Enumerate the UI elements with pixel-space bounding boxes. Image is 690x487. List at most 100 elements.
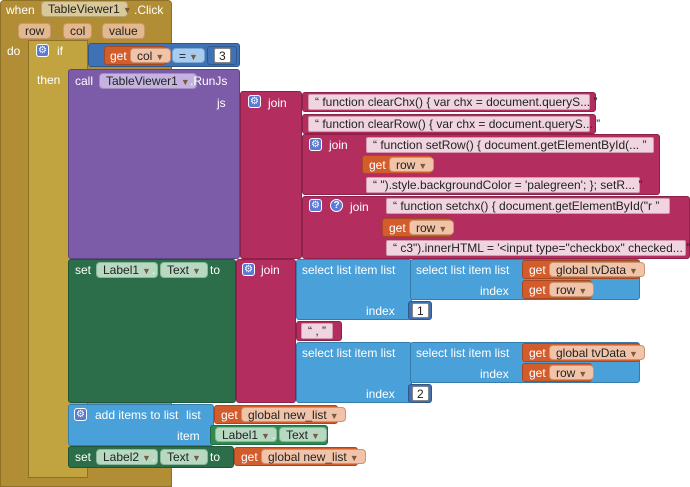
dropdown-arrow-icon: ▼: [329, 411, 339, 421]
get-label: get: [529, 346, 546, 360]
dropdown-arrow-icon: ▼: [122, 5, 132, 15]
var-name: row: [556, 283, 576, 297]
index-label: index: [366, 304, 395, 318]
component-name: Label1: [222, 428, 259, 442]
to-label: to: [210, 263, 221, 277]
global-var-dropdown[interactable]: global tvData ▼: [549, 345, 645, 360]
join-label: join: [268, 96, 287, 110]
var-name: row: [556, 366, 576, 380]
add-items-to-list-block[interactable]: [68, 404, 214, 446]
var-dropdown-row[interactable]: row ▼: [549, 282, 595, 297]
var-dropdown-col[interactable]: col ▼: [130, 48, 172, 63]
component-dropdown-tableviewer1[interactable]: TableViewer1 ▼: [41, 1, 132, 17]
join-block-js[interactable]: [240, 91, 302, 259]
get-label: get: [221, 408, 238, 422]
string-value: function setchx() { document.getElementB…: [400, 199, 653, 213]
join-gear-icon[interactable]: ⚙: [242, 263, 255, 276]
var-dropdown-row[interactable]: row ▼: [549, 365, 595, 380]
dropdown-arrow-icon: ▼: [155, 52, 165, 62]
select-list-item-label: select list item list: [302, 346, 396, 360]
get-label: get: [529, 263, 546, 277]
join-label: join: [350, 200, 369, 214]
string-setchx[interactable]: “ function setchx() { document.getElemen…: [386, 198, 670, 214]
index-label: index: [480, 367, 509, 381]
operator: =: [179, 49, 187, 63]
select-list-item-block-1[interactable]: [296, 259, 412, 320]
component-name: TableViewer1: [48, 2, 120, 16]
method-name: .RunJs: [190, 74, 228, 88]
string-clearchx[interactable]: “ function clearChx() { var chx = docume…: [308, 94, 597, 110]
param-row[interactable]: row: [18, 23, 52, 39]
dropdown-arrow-icon: ▼: [142, 266, 151, 276]
string-setrow[interactable]: “ function setRow() { document.getElemen…: [366, 137, 654, 153]
dropdown-arrow-icon: ▼: [189, 52, 198, 62]
property-name: Text: [167, 263, 190, 277]
dropdown-arrow-icon: ▼: [629, 349, 638, 359]
number-2[interactable]: 2: [412, 386, 429, 401]
global-var-dropdown[interactable]: global new_list ▼: [261, 449, 366, 464]
do-label: do: [7, 44, 21, 58]
set-property-dropdown[interactable]: Text ▼: [160, 262, 208, 278]
mutator-gear-icon[interactable]: ⚙: [74, 408, 87, 421]
js-socket-label: js: [217, 96, 226, 110]
join-gear-icon[interactable]: ⚙: [309, 199, 322, 212]
set-component-dropdown[interactable]: Label1 ▼: [96, 262, 158, 278]
param-col[interactable]: col: [63, 23, 93, 39]
getter-component-dropdown[interactable]: Label1 ▼: [215, 427, 277, 442]
string-clearrow[interactable]: “ function clearRow() { var chx = docume…: [308, 116, 600, 132]
var-dropdown-row[interactable]: row ▼: [409, 220, 455, 235]
add-items-label: add items to list: [95, 408, 179, 422]
getter-property-dropdown[interactable]: Text ▼: [279, 427, 327, 442]
join-block-label[interactable]: [236, 259, 296, 403]
join-gear-icon[interactable]: ⚙: [309, 138, 322, 151]
dropdown-arrow-icon: ▼: [180, 77, 190, 87]
string-separator[interactable]: “ , ”: [301, 323, 334, 339]
component-name: Label1: [103, 263, 140, 277]
component-name: TableViewer1: [106, 74, 178, 88]
string-setrow-style[interactable]: “ ").style.backgroundColor = 'palegreen'…: [366, 177, 642, 193]
set-label: set: [75, 450, 92, 464]
dropdown-arrow-icon: ▼: [578, 369, 588, 379]
select-list-item-label: select list item list: [416, 346, 510, 360]
set-label1-block[interactable]: [68, 259, 236, 403]
help-question-icon[interactable]: ?: [330, 199, 343, 212]
call-component-dropdown[interactable]: TableViewer1 ▼: [99, 73, 197, 89]
dropdown-arrow-icon: ▼: [438, 224, 448, 234]
item-socket-label: item: [177, 429, 200, 443]
join-gear-icon[interactable]: ⚙: [248, 95, 261, 108]
operator-dropdown[interactable]: = ▼: [172, 48, 205, 63]
component-name: Label2: [103, 450, 140, 464]
list-socket-label: list: [186, 408, 201, 422]
dropdown-arrow-icon: ▼: [349, 453, 359, 463]
global-var-dropdown[interactable]: global new_list ▼: [241, 407, 346, 422]
dot-separator: .: [272, 428, 276, 442]
number-1[interactable]: 1: [412, 303, 429, 318]
event-name: .Click: [134, 3, 164, 17]
var-name: global tvData: [556, 346, 627, 360]
var-dropdown-row[interactable]: row ▼: [389, 157, 435, 172]
var-name: global tvData: [556, 263, 627, 277]
number-3[interactable]: 3: [214, 48, 231, 63]
call-label: call: [75, 74, 94, 88]
string-value: function clearRow() { var chx = document…: [322, 117, 593, 131]
string-setchx-html[interactable]: “ c3").innerHTML = '<input type="checkbo…: [386, 240, 690, 256]
get-label: get: [529, 366, 546, 380]
global-var-dropdown[interactable]: global tvData ▼: [549, 262, 645, 277]
mutator-gear-icon[interactable]: ⚙: [36, 44, 49, 57]
when-label: when: [6, 3, 35, 17]
dropdown-arrow-icon: ▼: [418, 161, 428, 171]
string-value: ,: [315, 324, 319, 338]
string-value: function setRow() { document.getElementB…: [380, 138, 640, 152]
var-name: global new_list: [248, 408, 327, 422]
join-label: join: [329, 138, 348, 152]
set-label: set: [75, 263, 92, 277]
set-component-dropdown[interactable]: Label2 ▼: [96, 449, 158, 465]
string-value: function clearChx() { var chx = document…: [322, 95, 591, 109]
select-list-item-block-2[interactable]: [296, 342, 412, 403]
param-value[interactable]: value: [102, 23, 145, 39]
dropdown-arrow-icon: ▼: [261, 431, 270, 441]
set-property-dropdown[interactable]: Text ▼: [160, 449, 208, 465]
get-label: get: [529, 283, 546, 297]
call-runjs-block[interactable]: [68, 69, 240, 259]
string-value: c3").innerHTML = '<input type="checkbox"…: [400, 241, 683, 255]
